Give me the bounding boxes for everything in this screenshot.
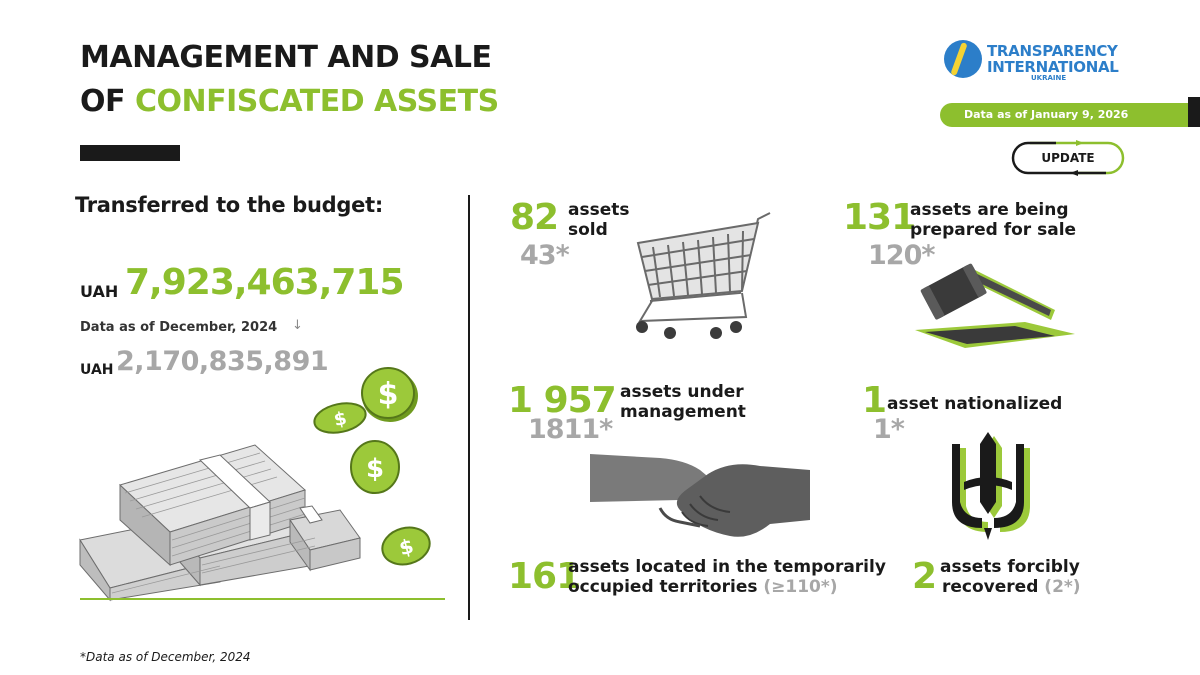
svg-text:$: $ (378, 377, 399, 412)
prepared-previous: 120* (868, 240, 935, 271)
svg-text:$: $ (366, 454, 384, 484)
title-highlight: CONFISCATED ASSETS (134, 84, 499, 119)
date-banner-text: Data as of January 9, 2026 (964, 108, 1129, 121)
recovered-number: 2 (912, 556, 937, 597)
dollar-coin-icon: $ (350, 440, 400, 494)
update-arrows-icon (1011, 140, 1125, 176)
update-badge: UPDATE (1008, 140, 1128, 176)
occupied-label: assets located in the temporarily occupie… (568, 557, 886, 597)
occupied-number: 161 (508, 556, 581, 597)
prepared-number: 131 (843, 197, 916, 238)
budget-currency: UAH (80, 282, 119, 301)
shopping-cart-icon (636, 212, 771, 339)
page-title-line2: OF CONFISCATED ASSETS (80, 84, 499, 119)
budget-previous-currency: UAH (80, 362, 114, 378)
page-title-line1: MANAGEMENT AND SALE (80, 40, 492, 75)
sold-previous: 43* (520, 240, 570, 271)
vertical-divider (468, 195, 470, 620)
gavel-icon (915, 263, 1075, 348)
dollar-coin-icon: $ (313, 402, 367, 434)
management-number: 1 957 (508, 380, 617, 421)
trident-icon (952, 432, 1030, 540)
footnote: *Data as of December, 2024 (80, 650, 251, 664)
logo-text-line3: UKRAINE (1031, 74, 1067, 82)
title-prefix: OF (80, 84, 135, 119)
nationalized-previous: 1* (873, 414, 905, 445)
money-stack-icon: $ $ $ $ (79, 367, 431, 602)
logo-text-line1: TRANSPARENCY (987, 42, 1118, 60)
left-panel-underline (80, 598, 445, 600)
budget-previous-label: Data as of December, 2024 (80, 320, 278, 335)
management-previous: 1811* (528, 414, 613, 445)
date-banner: Data as of January 9, 2026 (940, 103, 1200, 127)
banner-tail (1188, 97, 1200, 127)
recovered-label: assets forcibly recovered (2*) (940, 557, 1081, 597)
svg-text:$: $ (396, 534, 416, 561)
dollar-coin-icon: $ (381, 526, 431, 566)
nationalized-number: 1 (862, 380, 887, 421)
svg-text:$: $ (332, 408, 349, 431)
prepared-label: assets are being prepared for sale (910, 200, 1077, 240)
budget-previous-value: 2,170,835,891 (116, 346, 329, 377)
arrow-down-icon: ↓ (292, 318, 303, 333)
update-label: UPDATE (1041, 151, 1095, 165)
logo-mark-icon (944, 40, 982, 78)
logo-text-line2: INTERNATIONAL (987, 58, 1119, 76)
management-label: assets under management (620, 382, 746, 422)
handshake-icon (590, 454, 810, 537)
title-underline-bar (80, 145, 180, 161)
sold-label: assets sold (568, 200, 630, 240)
dollar-coin-icon: $ (361, 367, 418, 422)
transparency-international-logo: TRANSPARENCY INTERNATIONAL UKRAINE (944, 40, 1134, 85)
nationalized-label: asset nationalized (887, 394, 1063, 414)
budget-label: Transferred to the budget: (75, 193, 383, 217)
sold-number: 82 (510, 197, 559, 238)
budget-current-value: 7,923,463,715 (125, 262, 405, 303)
